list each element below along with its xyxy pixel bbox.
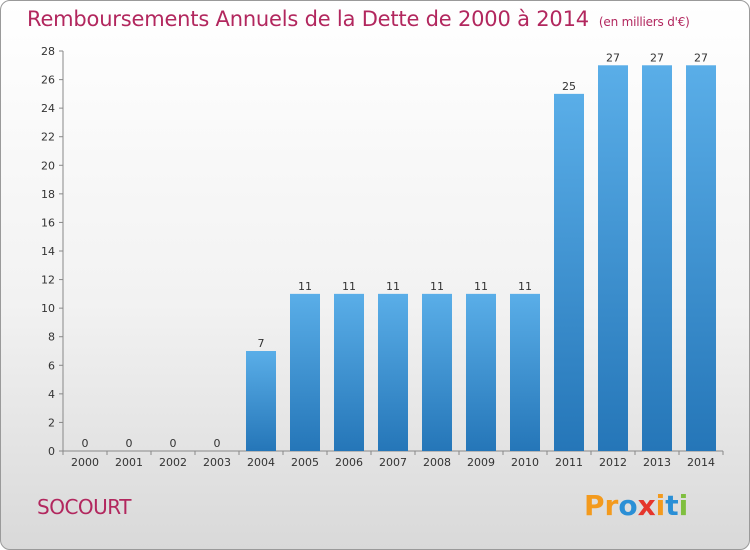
y-tick-label: 6	[48, 359, 55, 372]
bar	[378, 293, 408, 451]
y-tick-label: 22	[41, 131, 55, 144]
bar	[334, 293, 364, 451]
y-tick-label: 12	[41, 274, 55, 287]
data-label: 0	[214, 437, 221, 450]
data-label: 27	[650, 51, 664, 64]
bar	[686, 65, 716, 452]
logo-letter: P	[584, 489, 605, 522]
x-tick-label: 2008	[423, 456, 451, 469]
data-label: 11	[298, 280, 312, 293]
data-label: 0	[126, 437, 133, 450]
x-tick-label: 2004	[247, 456, 275, 469]
y-tick-label: 4	[48, 388, 55, 401]
data-label: 7	[258, 337, 265, 350]
bar	[598, 65, 628, 452]
y-tick-label: 2	[48, 416, 55, 429]
x-tick-label: 2003	[203, 456, 231, 469]
bar	[642, 65, 672, 452]
bar	[510, 293, 540, 451]
y-tick-label: 16	[41, 216, 55, 229]
data-label: 0	[82, 437, 89, 450]
chart-title: Remboursements Annuels de la Dette de 20…	[27, 7, 690, 31]
bars	[246, 65, 716, 452]
y-tick-label: 26	[41, 74, 55, 87]
commune-name: SOCOURT	[37, 495, 131, 519]
proxiti-logo[interactable]: Proxiti	[584, 489, 688, 522]
y-tick-label: 28	[41, 45, 55, 58]
data-label: 11	[430, 280, 444, 293]
y-tick-label: 10	[41, 302, 55, 315]
data-label: 11	[342, 280, 356, 293]
x-tick-label: 2009	[467, 456, 495, 469]
x-tick-label: 2002	[159, 456, 187, 469]
x-tick-label: 2010	[511, 456, 539, 469]
data-label: 25	[562, 80, 576, 93]
x-tick-label: 2005	[291, 456, 319, 469]
y-tick-label: 24	[41, 102, 55, 115]
logo-letter: t	[665, 489, 679, 522]
y-tick-label: 14	[41, 245, 55, 258]
unit-note: (en milliers d'€)	[598, 15, 690, 29]
logo-letter: i	[655, 489, 666, 522]
data-labels: 0 0 0 0 7 11 11 11 11 11 11 25 27 27 27	[82, 51, 709, 450]
bar	[290, 293, 320, 451]
data-label: 27	[694, 51, 708, 64]
data-label: 11	[518, 280, 532, 293]
data-label: 11	[386, 280, 400, 293]
x-tick-label: 2001	[115, 456, 143, 469]
logo-letter: i	[678, 489, 689, 522]
logo-letter: r	[604, 489, 619, 522]
logo-letter: x	[637, 489, 656, 522]
x-tick-label: 2006	[335, 456, 363, 469]
bar	[246, 351, 276, 451]
y-tick-label: 0	[48, 445, 55, 458]
data-label: 0	[170, 437, 177, 450]
x-tick-label: 2014	[687, 456, 715, 469]
bar	[466, 293, 496, 451]
y-tick-label: 8	[48, 331, 55, 344]
bar	[554, 93, 584, 451]
logo-letter: o	[618, 489, 638, 522]
y-tick-label: 20	[41, 159, 55, 172]
y-tick-label: 18	[41, 188, 55, 201]
chart-title-text: Remboursements Annuels de la Dette de 20…	[27, 7, 589, 31]
data-label: 27	[606, 51, 620, 64]
x-tick-label: 2011	[555, 456, 583, 469]
data-label: 11	[474, 280, 488, 293]
x-tick-label: 2012	[599, 456, 627, 469]
x-tick-label: 2013	[643, 456, 671, 469]
bar	[422, 293, 452, 451]
x-tick-label: 2000	[71, 456, 99, 469]
x-tick-label: 2007	[379, 456, 407, 469]
